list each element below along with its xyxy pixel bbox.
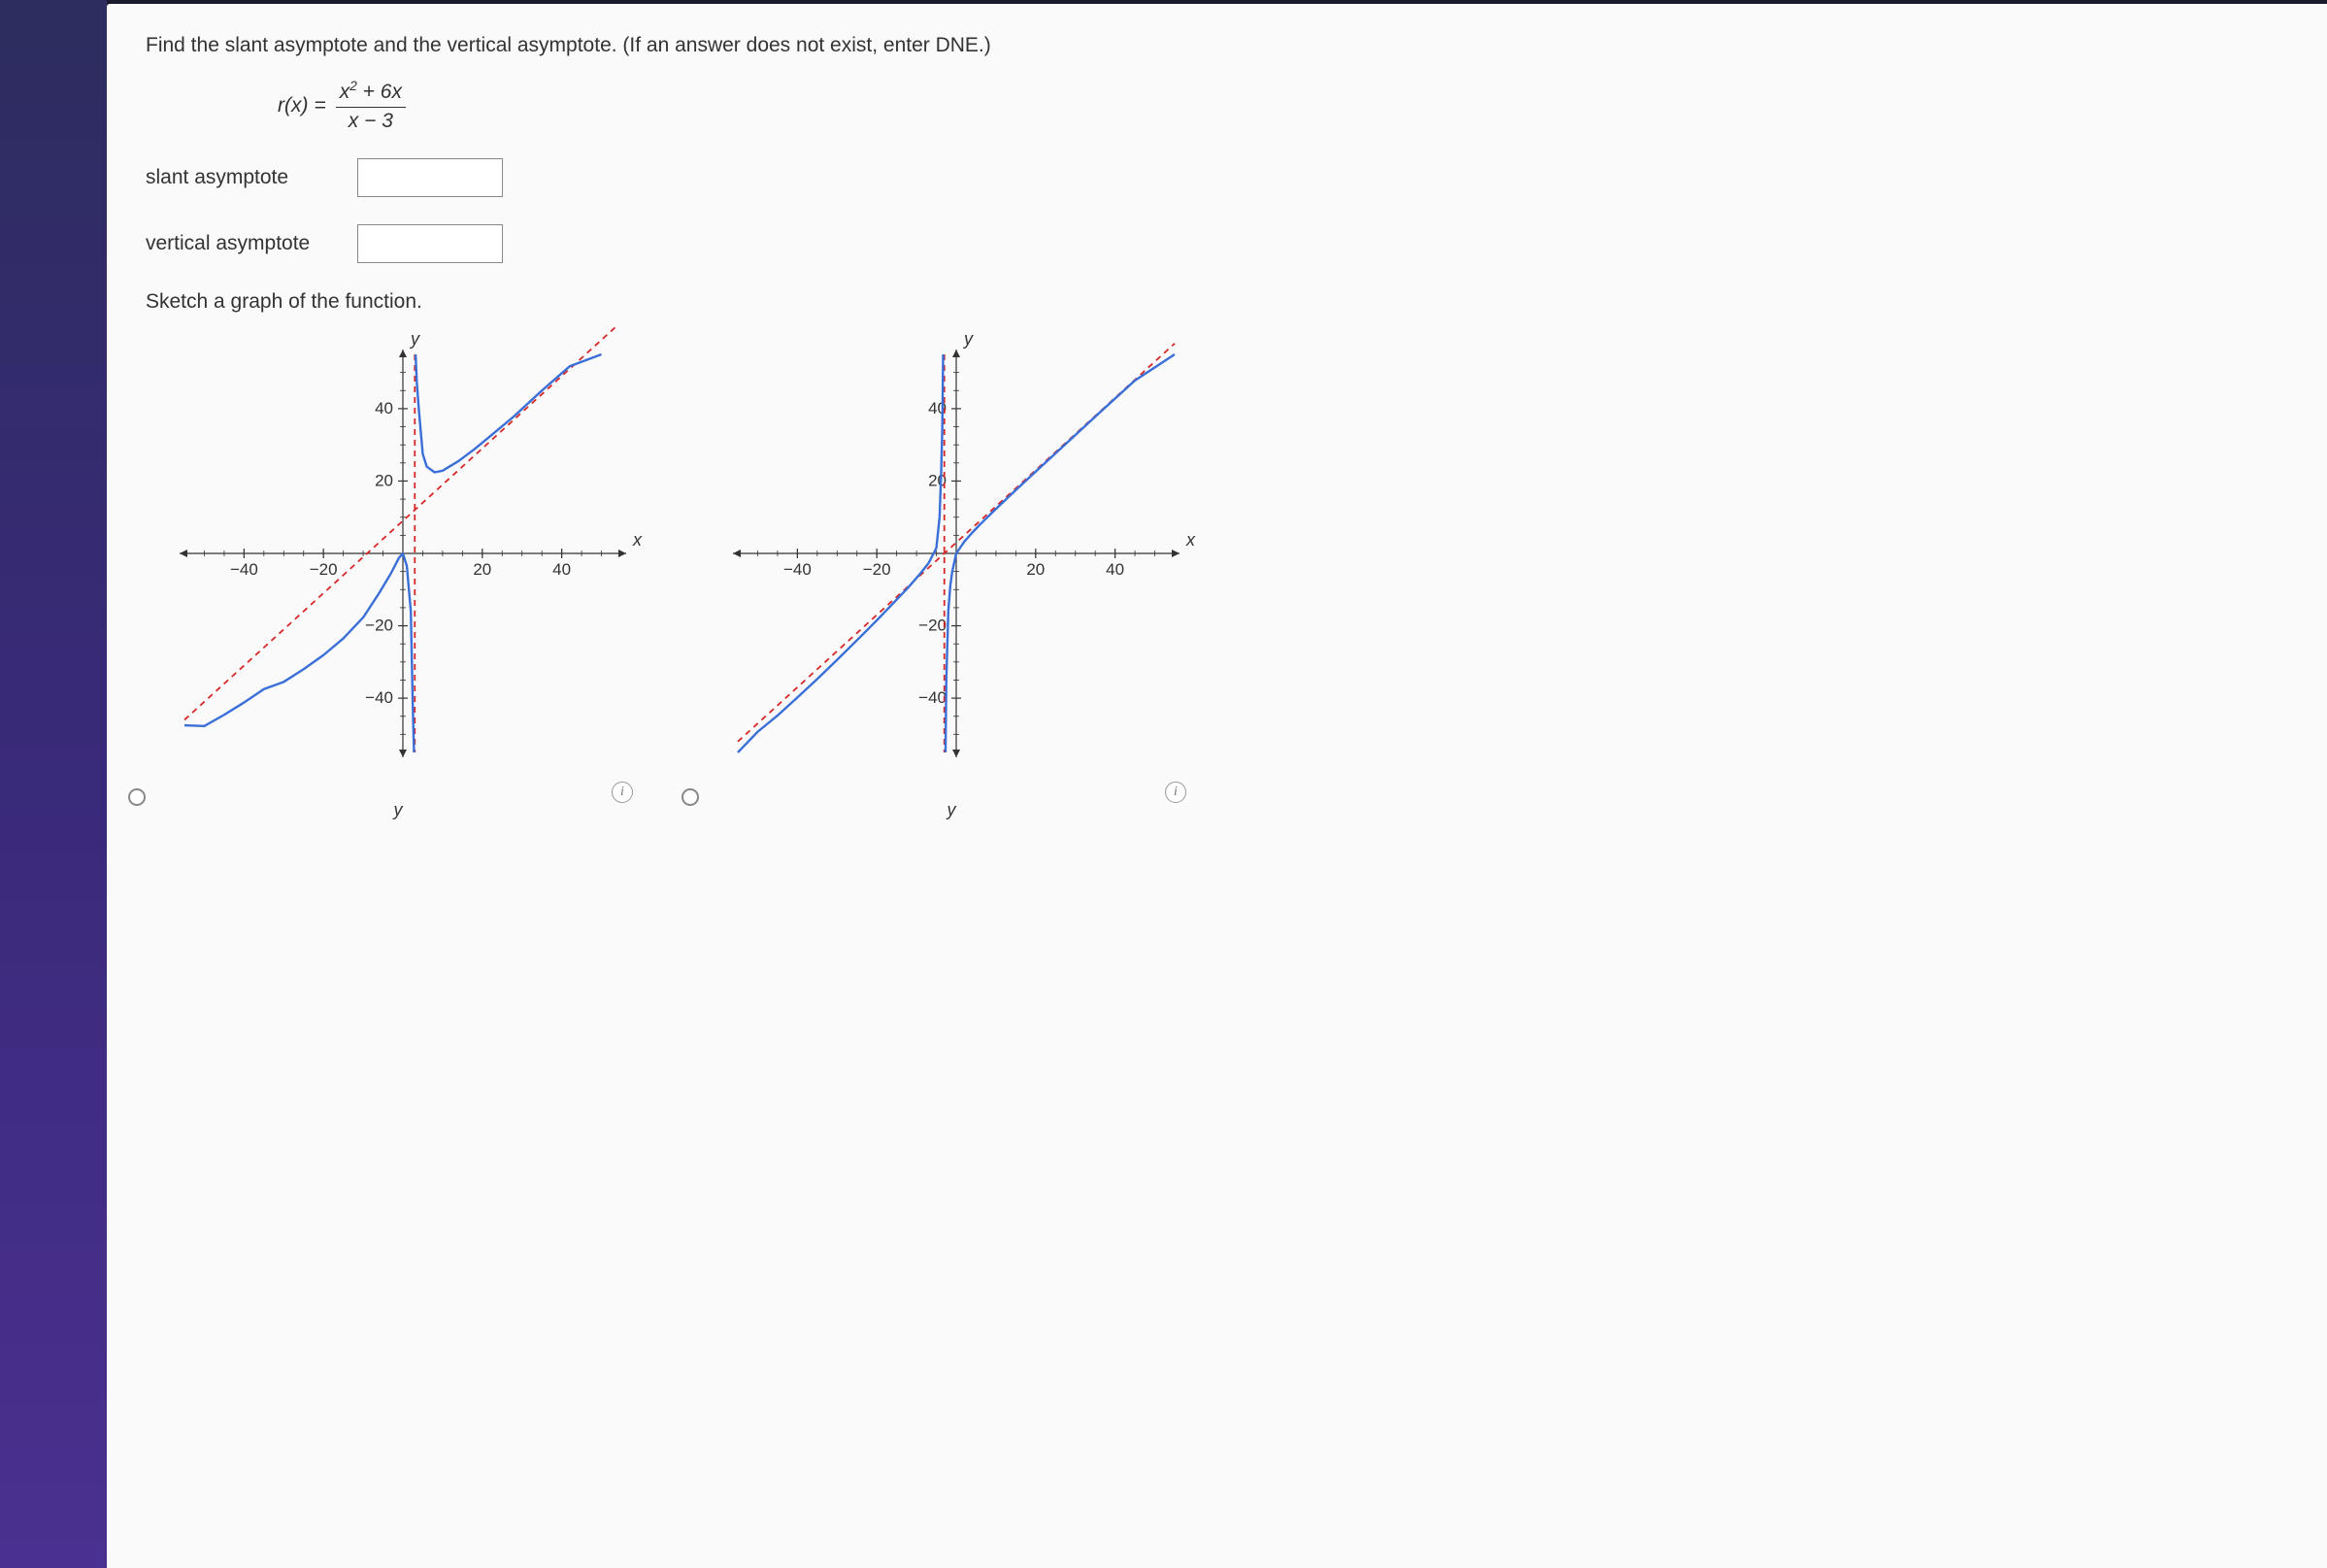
svg-text:−40: −40 <box>365 688 393 707</box>
content-panel: Find the slant asymptote and the vertica… <box>107 4 2327 1568</box>
slant-row: slant asymptote <box>146 158 2288 197</box>
svg-text:−20: −20 <box>863 560 891 579</box>
svg-text:40: 40 <box>1106 560 1124 579</box>
graphs-row: −40−202040−40−202040yx i y −40−202040−40… <box>146 325 2288 820</box>
svg-text:−20: −20 <box>310 560 338 579</box>
equation-lhs: r(x) <box>278 94 308 117</box>
graph-option-a[interactable]: −40 −20 20 40 −40 −20 20 40 y x i y <box>146 325 650 820</box>
vertical-row: vertical asymptote <box>146 224 2288 263</box>
svg-text:20: 20 <box>473 560 491 579</box>
fraction-numerator: x2 + 6x <box>336 79 406 104</box>
equation: r(x) = x2 + 6x x − 3 <box>278 79 2288 132</box>
equation-fraction: x2 + 6x x − 3 <box>336 79 406 132</box>
svg-text:−40: −40 <box>230 560 258 579</box>
svg-text:−20: −20 <box>365 616 393 634</box>
svg-text:y: y <box>409 329 420 349</box>
vertical-asymptote-label: vertical asymptote <box>146 232 357 255</box>
graph-a-below-label: y <box>146 800 650 820</box>
svg-text:y: y <box>962 329 974 349</box>
graph-b-radio[interactable] <box>681 788 699 806</box>
svg-text:x: x <box>1185 530 1196 550</box>
svg-text:−40: −40 <box>783 560 812 579</box>
info-icon[interactable]: i <box>1165 782 1186 803</box>
sidebar-purple <box>0 0 107 1568</box>
slant-asymptote-input[interactable] <box>357 158 503 197</box>
sketch-prompt: Sketch a graph of the function. <box>146 290 2288 314</box>
svg-text:x: x <box>632 530 643 550</box>
svg-text:40: 40 <box>375 399 393 417</box>
question-prompt: Find the slant asymptote and the vertica… <box>146 31 2288 59</box>
svg-text:−20: −20 <box>918 616 947 634</box>
graph-a-svg: −40 −20 20 40 −40 −20 20 40 y x <box>146 325 650 782</box>
graph-b-svg: −40−202040−40−202040yx <box>699 325 1204 782</box>
graph-a-radio[interactable] <box>128 788 146 806</box>
graph-option-b[interactable]: −40−202040−40−202040yx i y <box>699 325 1204 820</box>
slant-asymptote-label: slant asymptote <box>146 166 357 189</box>
svg-text:−40: −40 <box>918 688 947 707</box>
vertical-asymptote-input[interactable] <box>357 224 503 263</box>
fraction-denominator: x − 3 <box>345 110 397 133</box>
equals-sign: = <box>314 94 325 117</box>
svg-text:20: 20 <box>1026 560 1045 579</box>
info-icon[interactable]: i <box>612 782 633 803</box>
graph-b-below-label: y <box>699 800 1204 820</box>
svg-text:20: 20 <box>375 471 393 489</box>
svg-text:40: 40 <box>552 560 571 579</box>
fraction-line <box>336 107 406 108</box>
